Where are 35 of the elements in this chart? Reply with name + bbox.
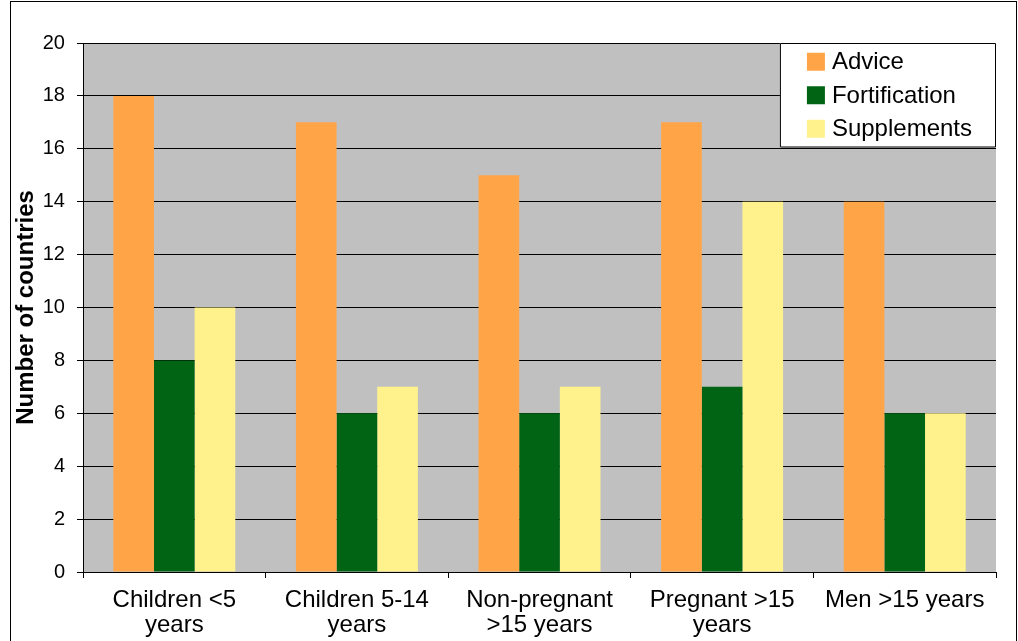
x-tick-label: Children <5 years [112,585,237,638]
legend-label: Fortification [831,80,956,108]
bar [113,95,154,572]
bar [478,175,520,572]
legend-label: Advice [831,47,904,75]
y-tick-label: 8 [53,347,65,370]
bar [884,413,926,572]
y-tick-label: 18 [42,83,65,106]
legend-label: Supplements [831,114,973,142]
y-tick-label: 10 [42,295,65,318]
x-tick-label: Pregnant >15 years [649,585,795,638]
y-tick-label: 16 [42,136,65,159]
y-tick-label: 2 [53,506,65,529]
y-tick-label: 4 [53,453,65,476]
bar [559,386,601,572]
bar [194,307,236,572]
bar [925,413,966,572]
x-tick-label: Children 5-14 years [284,585,429,638]
bar [336,413,378,572]
x-tick-label: Men >15 years [824,585,985,613]
bar [661,122,702,572]
bar [843,201,885,572]
bar [701,386,743,572]
y-tick-label: 0 [53,559,65,582]
bar [742,201,784,572]
y-tick-label: 20 [42,30,65,53]
y-axis-title: Number of countries [11,190,39,425]
bar [295,122,337,572]
x-tick-label: Non-pregnant >15 years [466,585,614,638]
bar [519,413,560,572]
y-tick-label: 6 [53,400,65,423]
y-tick-label: 14 [42,189,65,212]
bar [377,386,418,572]
y-tick-label: 12 [42,242,65,265]
bar [153,360,195,572]
